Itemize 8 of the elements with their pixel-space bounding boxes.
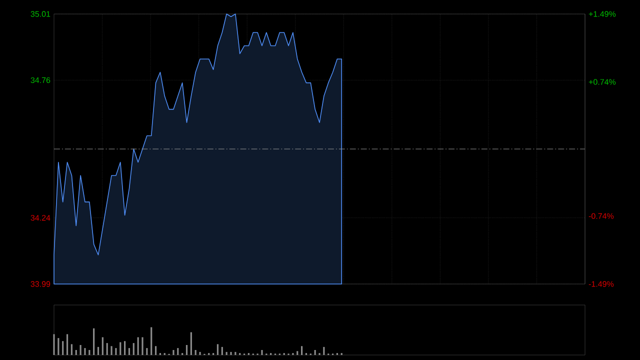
y2-tick-label: +1.49% (588, 11, 616, 17)
y2-tick-label: +0.74% (588, 79, 616, 85)
y-tick-label: 34.24 (30, 214, 50, 221)
y-tick-label: 35.01 (30, 11, 50, 17)
y2-tick-label: -1.49% (588, 281, 614, 287)
y-tick-label: 33.99 (30, 281, 50, 287)
y-tick-label: 34.76 (30, 77, 50, 84)
y2-tick-label: -0.74% (588, 213, 614, 219)
